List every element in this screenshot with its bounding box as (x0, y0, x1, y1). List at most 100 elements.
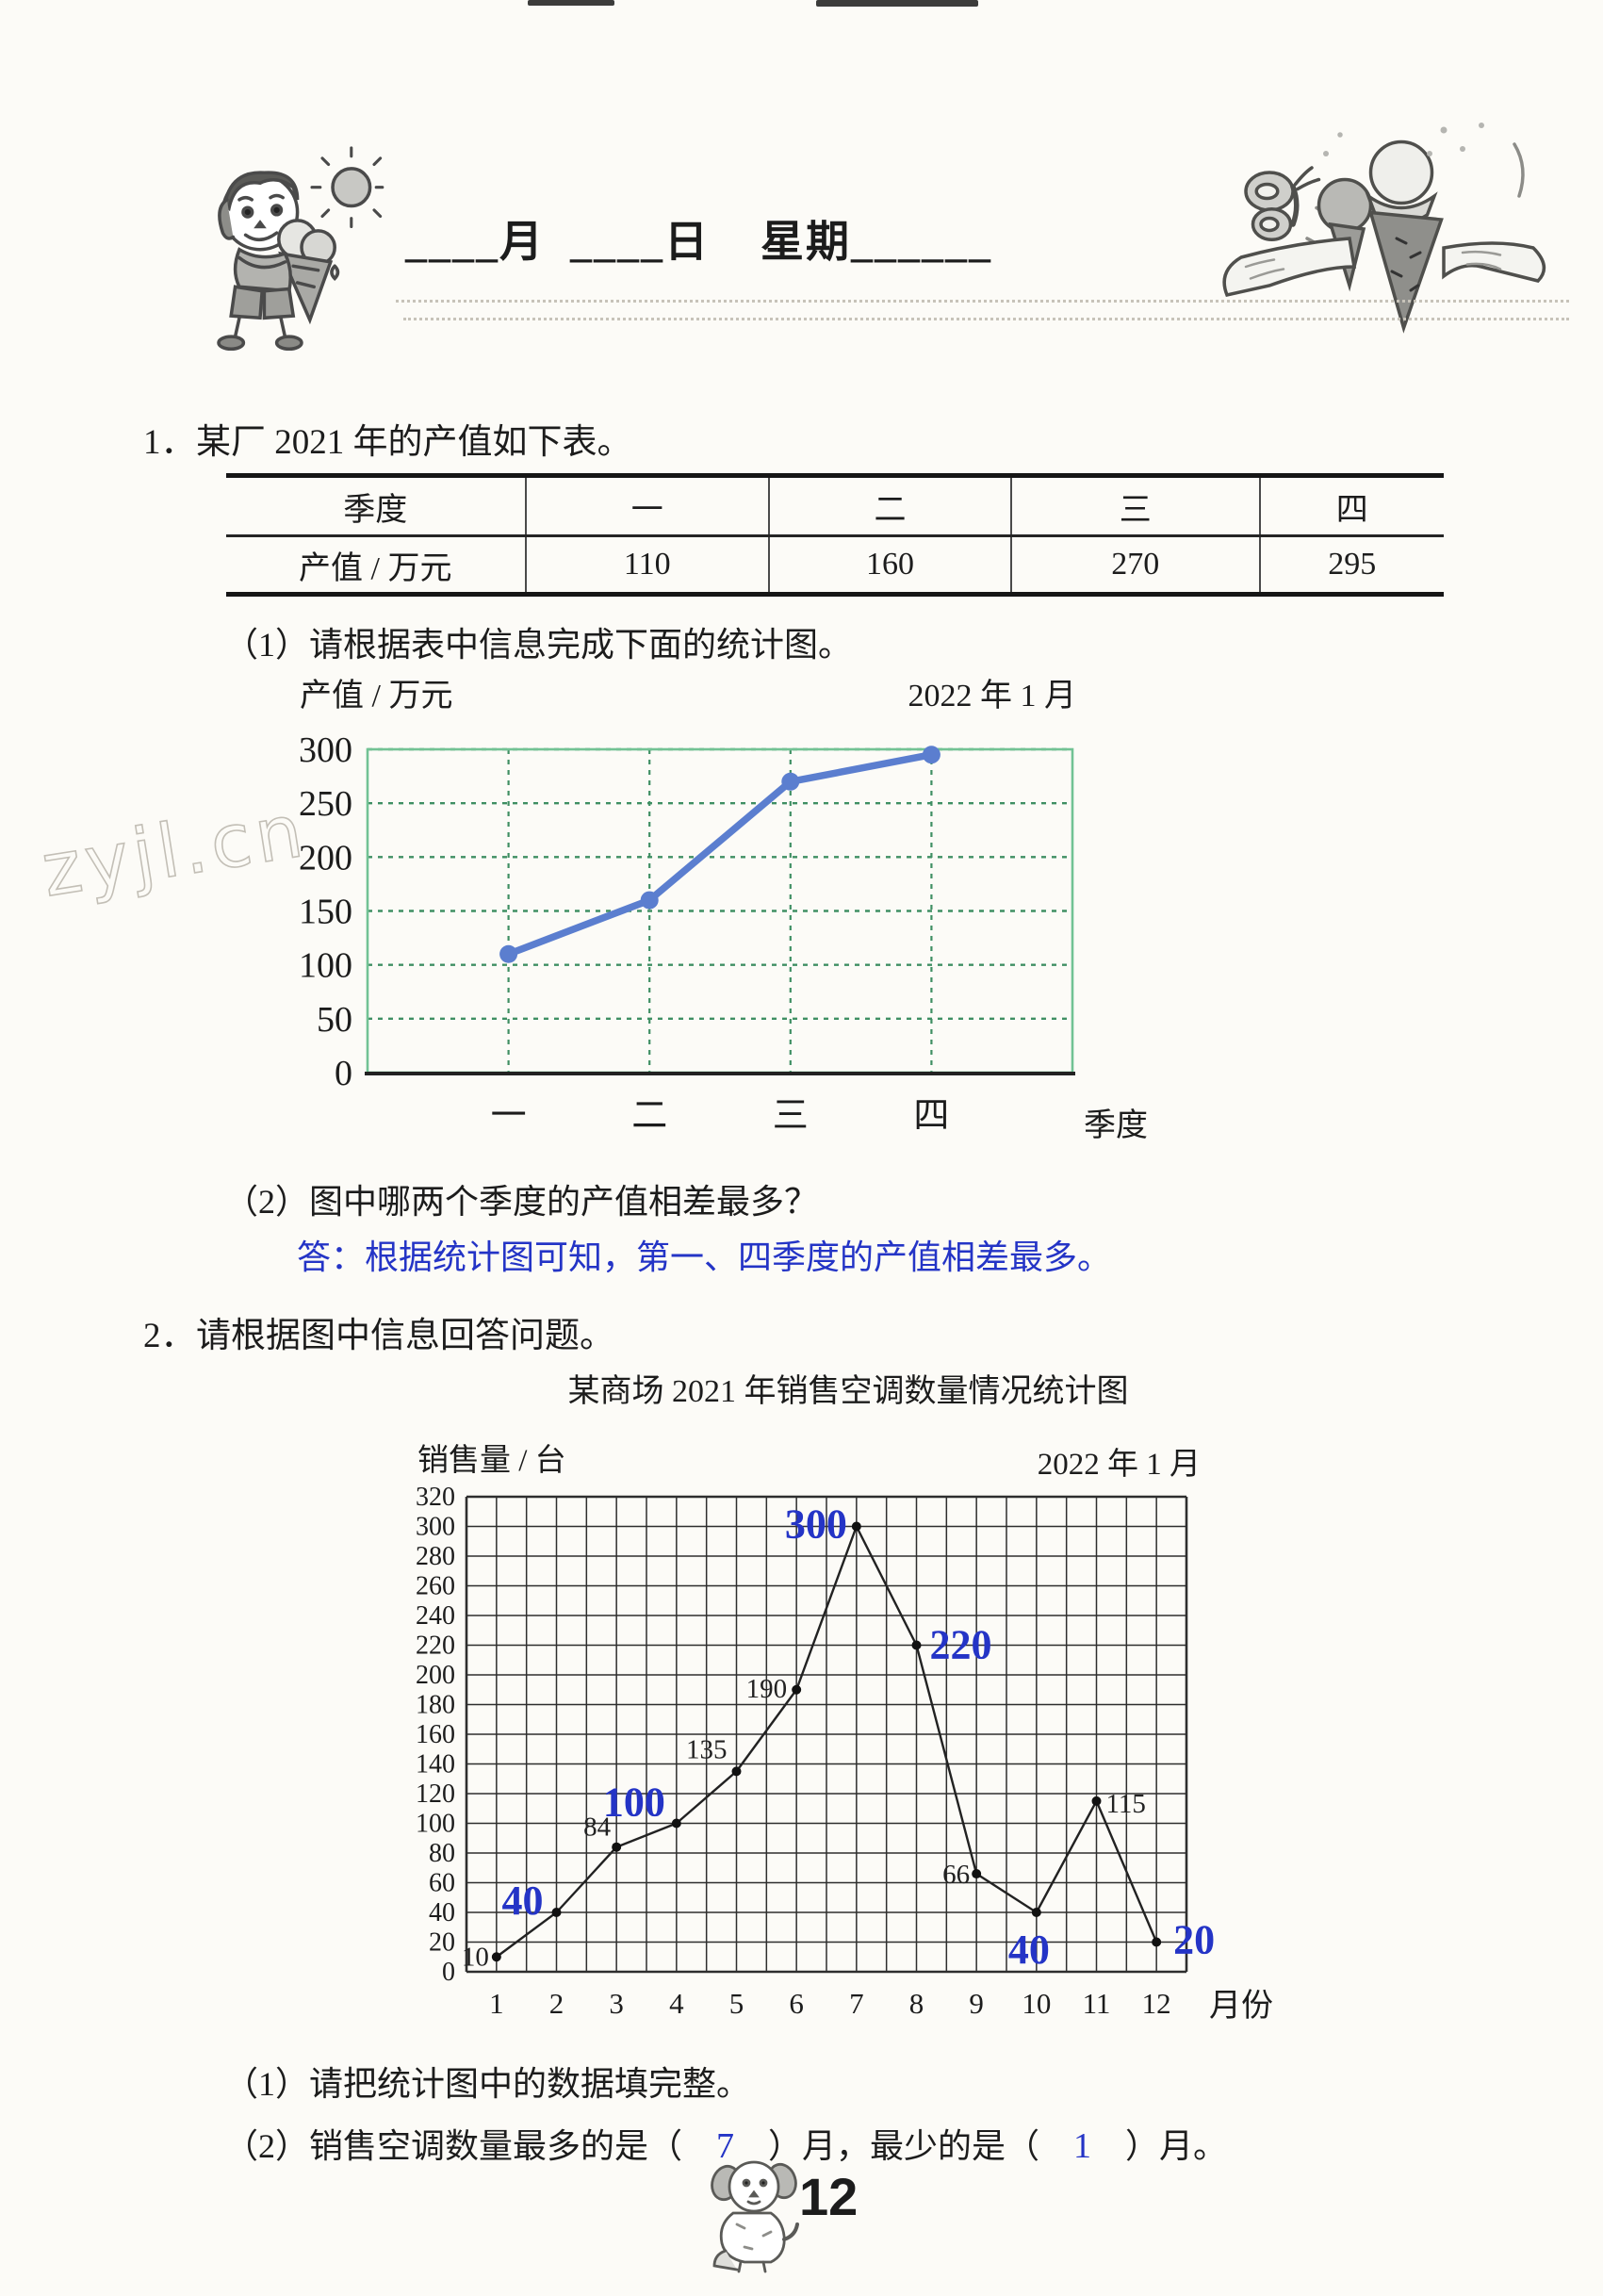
svg-text:240: 240 (416, 1601, 455, 1631)
child-ice-cream-illustration (177, 141, 384, 353)
table-header-cell: 二 (767, 478, 1010, 534)
scan-artifact (816, 0, 978, 7)
svg-text:20: 20 (1173, 1917, 1215, 1963)
svg-text:300: 300 (785, 1501, 847, 1548)
chart2-xlabel: 月份 (1209, 1989, 1273, 2024)
svg-text:一: 一 (491, 1096, 527, 1136)
svg-text:1: 1 (489, 1987, 504, 2020)
svg-text:150: 150 (299, 893, 352, 932)
svg-text:190: 190 (746, 1674, 788, 1704)
q1-sub1: （1）请根据表中信息完成下面的统计图。 (224, 626, 853, 664)
table-value-cell: 产值 / 万元 (299, 550, 452, 586)
table-value-cell: 160 (767, 537, 1010, 592)
svg-text:220: 220 (416, 1632, 455, 1661)
q1-sub2: （2）图中哪两个季度的产值相差最多？ (224, 1183, 819, 1221)
q1-answer-blue: 答：根据统计图可知，第一、四季度的产值相差最多。 (297, 1238, 1112, 1276)
svg-text:135: 135 (686, 1734, 728, 1764)
svg-text:三: 三 (773, 1096, 809, 1136)
q2-answer-max-month: 7 (716, 2126, 735, 2166)
page-number: 12 (799, 2167, 859, 2226)
svg-text:100: 100 (299, 946, 352, 986)
dotted-separator (403, 318, 1569, 320)
svg-text:115: 115 (1106, 1789, 1146, 1819)
q2-sub2-after: ）月。 (1125, 2127, 1228, 2165)
svg-text:10: 10 (462, 1942, 489, 1972)
svg-text:6: 6 (789, 1987, 804, 2020)
svg-text:100: 100 (603, 1779, 665, 1826)
svg-text:0: 0 (442, 1958, 455, 1987)
svg-text:0: 0 (335, 1054, 352, 1093)
table-value-cell: 295 (1258, 537, 1444, 592)
question-1: 1．某厂 2021 年的产值如下表。 (143, 413, 632, 464)
svg-text:100: 100 (416, 1810, 455, 1839)
table-header-cell: 季度 (343, 492, 408, 528)
table-header-cell: 四 (1258, 478, 1444, 534)
question-2-number: 2． (143, 1317, 196, 1355)
scan-artifact (528, 0, 614, 6)
table-value-cell: 270 (1010, 537, 1259, 592)
question-2-text: 请根据图中信息回答问题。 (196, 1317, 614, 1355)
q2-answer-min-month: 1 (1073, 2126, 1092, 2166)
q2-sub2: （2）销售空调数量最多的是（ 7 ）月，最少的是（ 1 ）月。 (224, 2119, 1227, 2168)
table-value-row: 产值 / 万元 110 160 270 295 (226, 537, 1444, 592)
svg-text:60: 60 (429, 1869, 455, 1898)
svg-text:9: 9 (969, 1987, 984, 2020)
q2-sub2-mid: ）月，最少的是（ (768, 2127, 1040, 2165)
svg-text:11: 11 (1083, 1987, 1111, 2020)
svg-text:300: 300 (416, 1513, 455, 1542)
ice-cream-banner-illustration (1199, 102, 1576, 342)
quarter-output-line-chart: 0 50 100 150 200 250 300 一 二 三 四 (283, 726, 1187, 1178)
table-header-cell: 三 (1010, 478, 1259, 534)
puppy-icon (711, 2160, 799, 2273)
watermark: zyjl.cn (36, 788, 314, 915)
svg-text:12: 12 (1142, 1987, 1171, 2020)
svg-text:200: 200 (299, 838, 352, 877)
ice-cream-banner-icon (1222, 123, 1546, 334)
svg-text:8: 8 (909, 1987, 924, 2020)
svg-text:120: 120 (416, 1779, 455, 1809)
svg-text:80: 80 (429, 1839, 455, 1868)
svg-text:10: 10 (1022, 1987, 1051, 2020)
svg-text:200: 200 (416, 1661, 455, 1690)
svg-text:50: 50 (317, 1000, 352, 1040)
svg-text:5: 5 (729, 1987, 744, 2020)
chart2-svg: 3203002802602402202001801601401201008060… (416, 1483, 1215, 2020)
chart2-title: 某商场 2021 年销售空调数量情况统计图 (567, 1374, 1129, 1409)
svg-text:40: 40 (1008, 1927, 1050, 1973)
svg-text:40: 40 (429, 1898, 455, 1927)
svg-text:320: 320 (416, 1483, 455, 1512)
svg-text:四: 四 (913, 1096, 949, 1136)
chart2-ylabel: 销售量 / 台 (417, 1444, 566, 1478)
svg-text:260: 260 (416, 1572, 455, 1601)
q2-sub2-before: （2）销售空调数量最多的是（ (224, 2127, 683, 2165)
svg-text:20: 20 (429, 1928, 455, 1958)
svg-text:160: 160 (416, 1720, 455, 1749)
svg-text:二: 二 (631, 1096, 667, 1136)
svg-text:180: 180 (416, 1691, 455, 1720)
table-header-row: 季度 一 二 三 四 (226, 478, 1444, 537)
puppy-illustration (699, 2153, 812, 2273)
dotted-separator (396, 300, 1569, 303)
svg-text:280: 280 (416, 1542, 455, 1571)
svg-text:140: 140 (416, 1750, 455, 1779)
svg-text:84: 84 (583, 1812, 612, 1843)
q2-sub1: （1）请把统计图中的数据填完整。 (224, 2065, 751, 2103)
monthly-ac-sales-line-chart: 320 300 280 260 240 220 200 180 160 140 120 100 80 60… (377, 1480, 1348, 2045)
svg-text:66: 66 (942, 1860, 970, 1890)
chart2-corner-label: 2022 年 1 月 (1037, 1448, 1201, 1482)
svg-text:7: 7 (849, 1987, 864, 2020)
question-1-text: 某厂 2021 年的产值如下表。 (196, 423, 632, 462)
svg-text:300: 300 (299, 730, 352, 770)
svg-text:250: 250 (299, 784, 352, 824)
svg-text:40: 40 (502, 1878, 544, 1924)
chart1-ylabel: 产值 / 万元 (300, 679, 453, 713)
svg-text:3: 3 (609, 1987, 624, 2020)
table-header-cell: 一 (524, 478, 768, 534)
table-value-cell: 110 (524, 537, 768, 592)
q1-data-table: 季度 一 二 三 四 产值 / 万元 110 160 270 295 (226, 473, 1444, 597)
chart1-corner-label: 2022 年 1 月 (908, 679, 1077, 713)
question-1-number: 1． (143, 423, 196, 462)
child-ice-cream-icon (217, 146, 384, 352)
chart1-xlabel: 季度 (1084, 1108, 1148, 1143)
